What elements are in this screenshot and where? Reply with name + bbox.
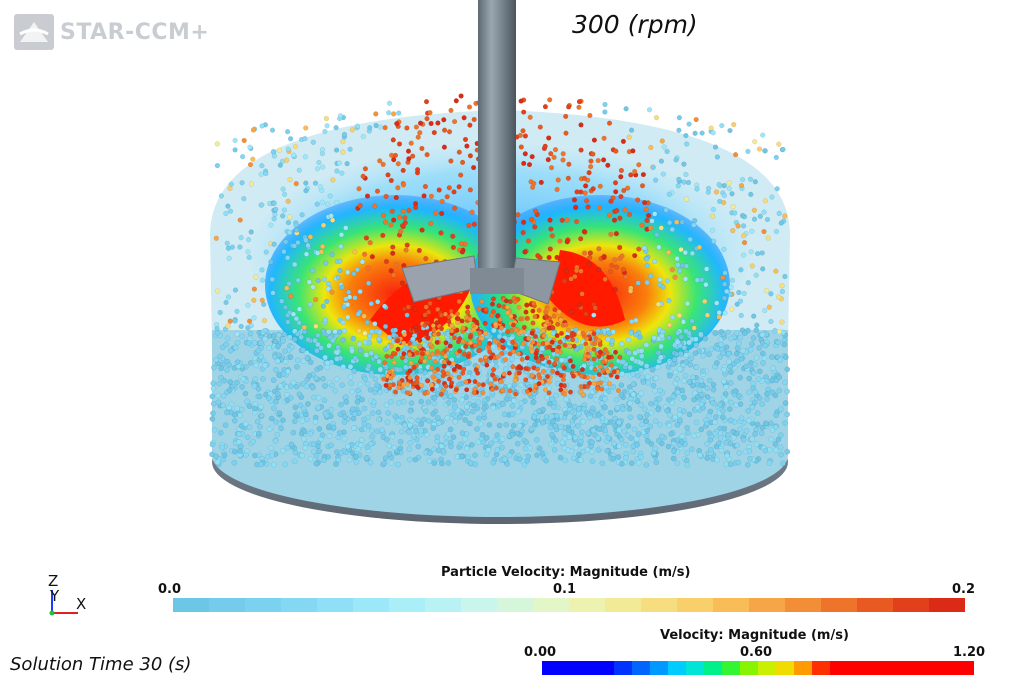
velocity-legend-mid: 0.60 (740, 645, 773, 660)
particle-colorbar-segment (389, 598, 425, 612)
axis-triad[interactable]: Z Y X (42, 572, 92, 622)
particle-colorbar-segment (173, 598, 209, 612)
app-logo: STAR-CCM+ (14, 14, 209, 50)
velocity-colorbar-segment (866, 661, 884, 675)
velocity-colorbar-segment (740, 661, 758, 675)
particle-colorbar-segment (461, 598, 497, 612)
rotation-speed-label: 300 (rpm) (572, 10, 698, 39)
velocity-colorbar-segment (722, 661, 740, 675)
particle-colorbar-segment (713, 598, 749, 612)
particle-colorbar-segment (497, 598, 533, 612)
particle-colorbar-segment (893, 598, 929, 612)
particle-cloud (209, 93, 791, 468)
particle-legend-title: Particle Velocity: Magnitude (m/s) (441, 565, 691, 580)
particle-velocity-colorbar (173, 598, 965, 612)
particle-colorbar-segment (677, 598, 713, 612)
particle-colorbar-segment (533, 598, 569, 612)
velocity-colorbar-segment (632, 661, 650, 675)
velocity-colorbar-segment (848, 661, 866, 675)
particle-colorbar-segment (749, 598, 785, 612)
velocity-colorbar-segment (542, 661, 560, 675)
particle-colorbar-segment (857, 598, 893, 612)
particle-colorbar-segment (785, 598, 821, 612)
impeller (401, 0, 561, 305)
velocity-colorbar-segment (596, 661, 614, 675)
logo-mark-icon (14, 14, 54, 50)
particle-colorbar-segment (317, 598, 353, 612)
particle-legend-mid: 0.1 (553, 582, 577, 597)
velocity-legend-max: 1.20 (953, 645, 986, 660)
particle-colorbar-segment (929, 598, 965, 612)
particle-colorbar-segment (821, 598, 857, 612)
particle-colorbar-segment (353, 598, 389, 612)
axis-x-label: X (76, 595, 87, 613)
velocity-colorbar-segment (884, 661, 902, 675)
logo-text: STAR-CCM+ (60, 19, 210, 45)
velocity-colorbar-segment (776, 661, 794, 675)
particle-colorbar-segment (605, 598, 641, 612)
solution-time-label: Solution Time 30 (s) (10, 654, 192, 675)
particle-colorbar-segment (245, 598, 281, 612)
particle-colorbar-segment (281, 598, 317, 612)
velocity-colorbar-segment (614, 661, 632, 675)
velocity-colorbar-segment (920, 661, 938, 675)
particle-legend-max: 0.2 (952, 582, 976, 597)
velocity-colorbar-segment (938, 661, 956, 675)
velocity-colorbar-segment (758, 661, 776, 675)
velocity-colorbar-segment (686, 661, 704, 675)
velocity-colorbar-segment (560, 661, 578, 675)
axis-z-label: Z (48, 572, 59, 590)
velocity-colorbar-segment (578, 661, 596, 675)
impeller-shaft (478, 0, 516, 292)
velocity-colorbar (542, 661, 974, 675)
velocity-colorbar-segment (650, 661, 668, 675)
axis-y-label: Y (50, 587, 60, 605)
particle-colorbar-segment (641, 598, 677, 612)
velocity-legend-min: 0.00 (524, 645, 557, 660)
velocity-colorbar-segment (902, 661, 920, 675)
velocity-colorbar-segment (704, 661, 722, 675)
velocity-colorbar-segment (668, 661, 686, 675)
triad-axes-icon (49, 590, 78, 616)
particle-legend-min: 0.0 (158, 582, 182, 597)
particle-colorbar-segment (209, 598, 245, 612)
velocity-colorbar-segment (794, 661, 812, 675)
particle-colorbar-segment (569, 598, 605, 612)
velocity-colorbar-segment (830, 661, 848, 675)
particle-colorbar-segment (425, 598, 461, 612)
velocity-colorbar-segment (812, 661, 830, 675)
velocity-legend-title: Velocity: Magnitude (m/s) (660, 628, 849, 643)
velocity-colorbar-segment (956, 661, 974, 675)
